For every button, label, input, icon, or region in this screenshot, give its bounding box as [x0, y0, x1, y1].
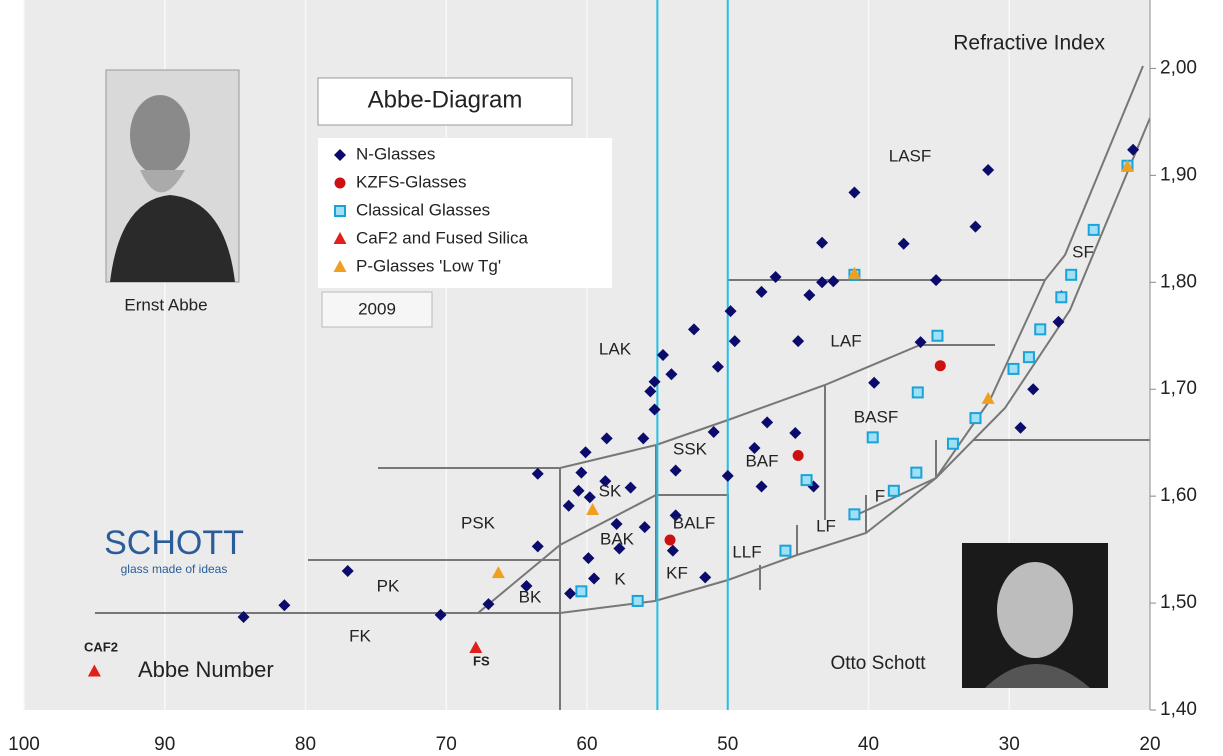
region-label: PK — [377, 576, 400, 595]
x-tick-label: 90 — [154, 734, 175, 755]
y-tick-label: 1,70 — [1160, 378, 1197, 399]
x-tick-label: 60 — [576, 734, 597, 755]
point — [849, 509, 859, 519]
region-label: SK — [599, 481, 622, 500]
chart-subtitle: 2009 — [358, 299, 396, 318]
region-label: LAF — [830, 331, 861, 350]
region-label: LLF — [732, 542, 761, 561]
point — [932, 331, 942, 341]
x-tick-label: 100 — [8, 734, 40, 755]
region-label: F — [875, 486, 885, 505]
x-axis-title: Abbe Number — [138, 657, 274, 682]
point-label: CAF2 — [84, 639, 118, 654]
legend-label: Classical Glasses — [356, 200, 490, 219]
region-label: BK — [519, 587, 542, 606]
point — [1035, 324, 1045, 334]
point — [793, 450, 804, 461]
photo-caption: Otto Schott — [830, 653, 926, 674]
point — [1066, 270, 1076, 280]
region-label: SSK — [673, 439, 708, 458]
legend-marker — [335, 178, 346, 189]
point — [948, 439, 958, 449]
photo-caption: Ernst Abbe — [124, 295, 207, 314]
region-label: BAF — [745, 451, 778, 470]
y-tick-label: 1,60 — [1160, 485, 1197, 506]
page: Abbe-Diagram 2009 Refractive Index Abbe … — [0, 0, 1223, 756]
point-label: FS — [473, 653, 490, 668]
x-tick-label: 20 — [1139, 734, 1160, 755]
legend-label: CaF2 and Fused Silica — [356, 228, 529, 247]
point — [911, 468, 921, 478]
point — [665, 534, 676, 545]
y-tick-label: 1,40 — [1160, 699, 1197, 720]
point — [913, 387, 923, 397]
y-tick-label: 1,90 — [1160, 164, 1197, 185]
region-label: LF — [816, 516, 836, 535]
point — [802, 475, 812, 485]
point — [935, 360, 946, 371]
point — [633, 596, 643, 606]
region-label: FK — [349, 626, 371, 645]
x-tick-label: 80 — [295, 734, 316, 755]
legend-label: P-Glasses 'Low Tg' — [356, 256, 501, 275]
region-label: BAK — [600, 529, 635, 548]
point — [970, 413, 980, 423]
point — [780, 546, 790, 556]
legend-label: N-Glasses — [356, 144, 435, 163]
region-label: BASF — [854, 407, 898, 426]
x-tick-label: 30 — [999, 734, 1020, 755]
x-tick-label: 40 — [858, 734, 879, 755]
region-label: K — [614, 569, 626, 588]
region-label: BALF — [673, 513, 716, 532]
logo-slogan: glass made of ideas — [121, 562, 228, 576]
point — [868, 432, 878, 442]
region-label: LASF — [889, 146, 932, 165]
point — [1056, 292, 1066, 302]
photo-ernst-abbe — [106, 70, 239, 282]
region-label: KF — [666, 563, 688, 582]
point — [1008, 364, 1018, 374]
chart: Abbe-Diagram 2009 Refractive Index Abbe … — [0, 0, 1223, 756]
point — [576, 586, 586, 596]
region-label: PSK — [461, 513, 496, 532]
y-tick-label: 1,50 — [1160, 592, 1197, 613]
logo: SCHOTT — [104, 524, 244, 562]
y-tick-label: 2,00 — [1160, 57, 1197, 78]
y-axis-title: Refractive Index — [953, 32, 1105, 55]
legend-label: KZFS-Glasses — [356, 172, 467, 191]
point — [1089, 225, 1099, 235]
x-tick-label: 70 — [436, 734, 457, 755]
legend-marker — [335, 206, 345, 216]
photo-otto-schott — [962, 543, 1108, 688]
chart-title: Abbe-Diagram — [368, 86, 523, 113]
region-label: LAK — [599, 339, 632, 358]
region-label: SF — [1072, 242, 1094, 261]
point — [889, 486, 899, 496]
point — [1024, 352, 1034, 362]
y-tick-label: 1,80 — [1160, 271, 1197, 292]
x-tick-label: 50 — [717, 734, 738, 755]
